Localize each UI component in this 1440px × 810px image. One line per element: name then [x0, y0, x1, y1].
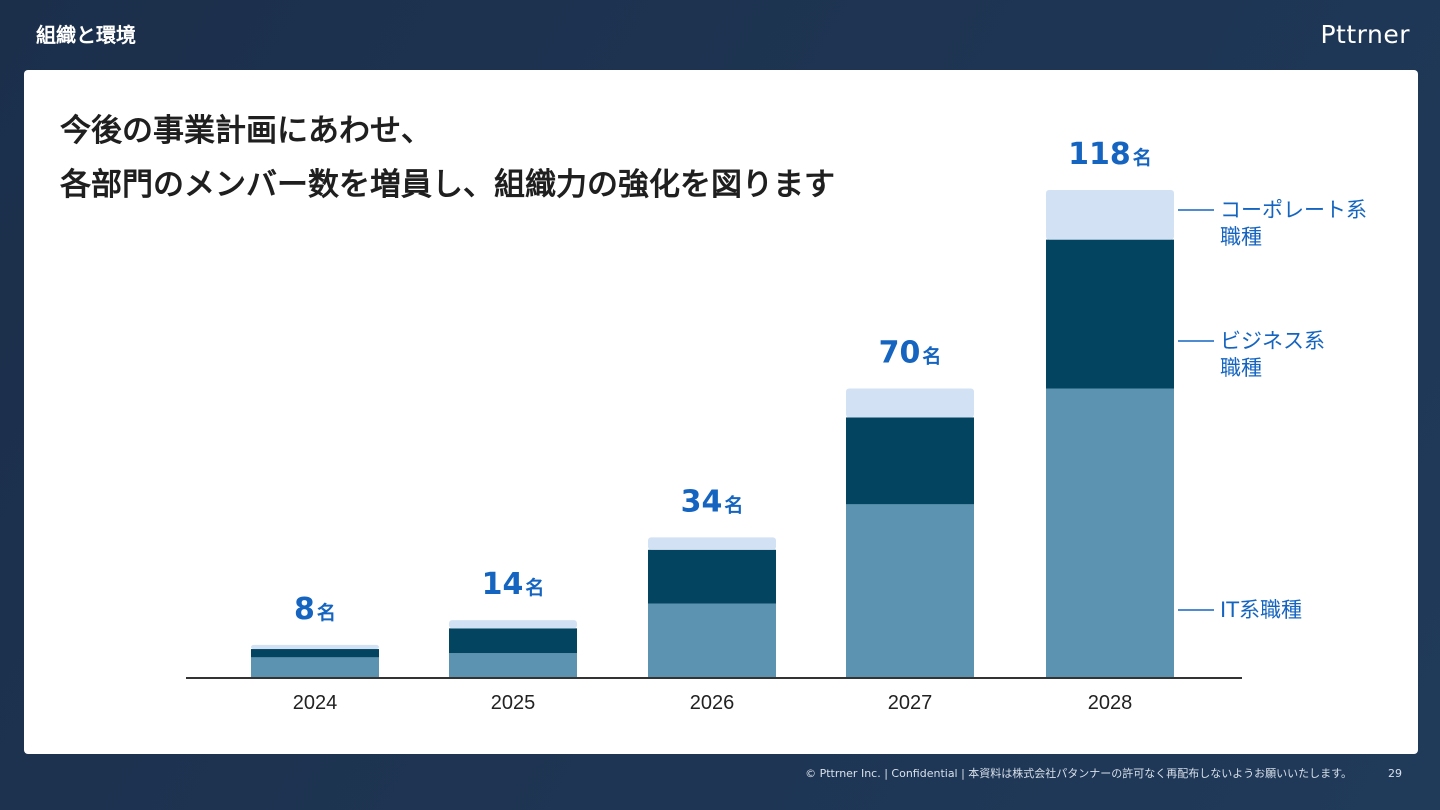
bar-segment [846, 504, 974, 678]
bar-segment [449, 620, 577, 629]
headline-line-2: 各部門のメンバー数を増員し、組織力の強化を図ります [60, 167, 835, 203]
footer-copyright: © Pttrner Inc. | Confidential | 本資料は株式会社… [805, 767, 1352, 780]
x-tick-label: 2027 [888, 692, 933, 714]
bar-segment [1046, 239, 1174, 389]
bar-segment [846, 388, 974, 418]
legend-label: IT系職種 [1220, 598, 1302, 622]
total-label: 34 名 [681, 484, 744, 519]
x-tick-label: 2026 [690, 692, 735, 714]
bar-segment [251, 657, 379, 678]
brand-logo: Pttrner [1320, 20, 1410, 49]
slide-headline: 今後の事業計画にあわせ、 各部門のメンバー数を増員し、組織力の強化を図ります [60, 104, 835, 212]
page-number: 29 [1388, 767, 1402, 780]
x-tick-label: 2024 [293, 692, 338, 714]
bar-segment [1046, 388, 1174, 678]
total-label: 14 名 [482, 567, 545, 602]
bar-segment [648, 537, 776, 550]
footer: © Pttrner Inc. | Confidential | 本資料は株式会社… [0, 766, 1440, 782]
headline-line-1: 今後の事業計画にあわせ、 [60, 113, 432, 149]
legend-label: ビジネス系職種 [1220, 329, 1325, 380]
bar-segment [449, 628, 577, 654]
section-title: 組織と環境 [36, 23, 136, 47]
bar-segment [648, 549, 776, 604]
total-label: 70 名 [879, 336, 942, 371]
total-label: 118 名 [1068, 137, 1152, 172]
bar-segment [251, 644, 379, 650]
x-tick-label: 2025 [491, 692, 536, 714]
bar-segment [648, 603, 776, 678]
stacked-bar-chart: 2024 8 名 2025 14 名 2026 34 名 2027 70 名 2028 118 名コーポレー… [186, 137, 1367, 714]
bar-segment [846, 417, 974, 505]
slide-card: 今後の事業計画にあわせ、 各部門のメンバー数を増員し、組織力の強化を図ります 2… [24, 70, 1418, 754]
bar-segment [1046, 190, 1174, 240]
legend-label: コーポレート系職種 [1220, 198, 1367, 249]
bar-segment [251, 649, 379, 658]
bar-segment [449, 653, 577, 678]
x-tick-label: 2028 [1088, 692, 1133, 714]
